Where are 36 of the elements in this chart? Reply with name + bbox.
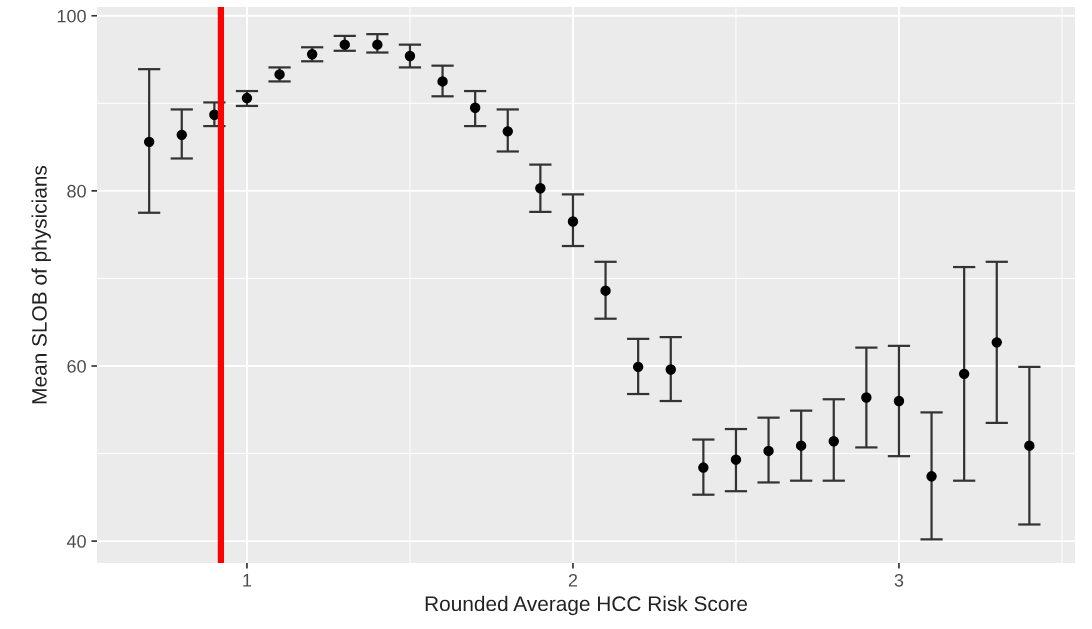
y-axis-title: Mean SLOB of physicians xyxy=(31,165,51,404)
point xyxy=(763,445,774,457)
point xyxy=(241,92,253,104)
x-axis-title: Rounded Average HCC Risk Score xyxy=(425,595,748,616)
point xyxy=(600,285,611,296)
point xyxy=(437,76,448,87)
point xyxy=(535,183,546,194)
point xyxy=(274,69,285,80)
point xyxy=(861,392,872,403)
point xyxy=(502,126,513,137)
y-tick-label: 60 xyxy=(67,359,86,373)
y-tick-label: 40 xyxy=(66,535,86,548)
point xyxy=(1024,440,1035,451)
point xyxy=(372,39,383,50)
point xyxy=(143,136,155,148)
point xyxy=(795,440,807,451)
x-tick-label: 2 xyxy=(568,573,578,587)
x-tick-label: 1 xyxy=(243,574,252,587)
point xyxy=(339,39,350,50)
point xyxy=(306,49,318,60)
point xyxy=(665,364,676,375)
point xyxy=(958,368,970,380)
x-tick-label: 3 xyxy=(894,573,904,587)
point xyxy=(404,50,416,62)
point xyxy=(469,102,481,113)
point xyxy=(991,337,1002,348)
point xyxy=(632,361,644,373)
point xyxy=(176,129,187,141)
point xyxy=(567,216,579,227)
point xyxy=(926,471,937,482)
y-tick-label: 80 xyxy=(67,184,86,198)
point xyxy=(893,395,905,407)
point xyxy=(828,436,839,447)
y-tick-label: 100 xyxy=(57,9,86,23)
point xyxy=(698,462,709,473)
point xyxy=(730,454,742,465)
